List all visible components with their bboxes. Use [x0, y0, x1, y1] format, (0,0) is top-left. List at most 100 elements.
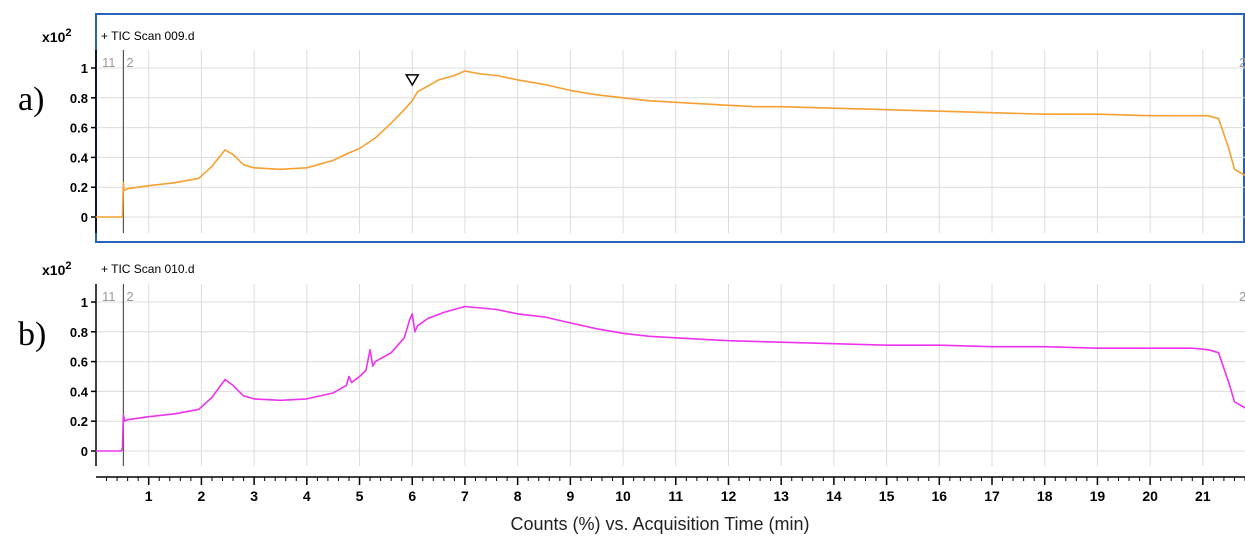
panel-b-scale-label: x102	[42, 260, 71, 278]
data-point	[833, 107, 835, 109]
marker-label-left: 11	[102, 55, 116, 70]
data-point	[480, 307, 482, 309]
panel-a[interactable]: x102 + TIC Scan 009.d a) 0 0.2 0.4 0.6 0.8 1 1…	[18, 13, 1245, 243]
data-point	[1191, 347, 1193, 349]
data-point	[121, 216, 123, 218]
data-point	[137, 417, 139, 419]
panel-b-trace-title: + TIC Scan 010.d	[101, 262, 195, 276]
data-point	[991, 112, 993, 114]
x-tick-label: 14	[826, 488, 842, 504]
series-line	[96, 70, 1245, 218]
data-point	[409, 319, 411, 321]
data-point	[938, 110, 940, 112]
data-point	[1218, 118, 1220, 120]
data-point	[414, 331, 416, 333]
data-point	[211, 165, 213, 167]
data-point	[345, 384, 347, 387]
data-point	[701, 103, 703, 105]
data-point	[1191, 115, 1193, 117]
y-tick-label: 0.2	[70, 414, 88, 429]
data-point	[224, 149, 226, 151]
y-tick-label: 0.4	[70, 150, 89, 165]
panel-b[interactable]: x102 + TIC Scan 010.d b) 0 0.2 0.4 0.6 0.8 1 1…	[18, 260, 1245, 466]
y-tick-label: 0.6	[70, 121, 88, 136]
data-point	[701, 338, 703, 340]
y-tick-label: 0.2	[70, 180, 88, 195]
data-point	[332, 159, 334, 161]
x-tick-label: 15	[879, 488, 895, 504]
y-tick-label: 0.8	[70, 91, 88, 106]
data-point	[348, 375, 350, 378]
data-point	[372, 365, 374, 367]
x-tick-label: 21	[1195, 488, 1211, 504]
data-point	[727, 340, 730, 342]
data-point	[1149, 115, 1151, 117]
data-point	[1149, 347, 1151, 349]
data-point	[198, 177, 200, 179]
data-point	[137, 186, 139, 188]
data-point	[517, 79, 519, 81]
x-tick-label: 7	[461, 488, 469, 504]
data-point	[1239, 404, 1241, 406]
data-point	[833, 343, 835, 345]
data-point	[517, 313, 519, 315]
data-point	[127, 188, 129, 190]
data-point	[675, 101, 677, 103]
data-point	[622, 97, 624, 99]
data-point	[495, 308, 498, 311]
data-point	[224, 378, 226, 381]
x-tick-label: 20	[1142, 488, 1158, 504]
data-point	[1228, 149, 1230, 151]
data-point	[390, 352, 392, 354]
marker-label-left: 11	[102, 289, 116, 304]
data-point	[1233, 168, 1236, 170]
data-point	[148, 185, 150, 187]
data-point	[253, 398, 255, 400]
y-tick-label: 0.6	[70, 355, 88, 370]
series-line	[96, 305, 1245, 452]
data-point	[242, 164, 245, 166]
data-point	[411, 100, 413, 102]
data-point	[348, 152, 350, 154]
panel-a-trace-title: + TIC Scan 009.d	[101, 29, 195, 43]
data-point	[232, 384, 234, 387]
data-point	[780, 106, 782, 108]
x-tick-label: 12	[721, 488, 737, 504]
y-tick-label: 0.4	[70, 384, 89, 399]
data-point	[374, 361, 376, 363]
data-point	[306, 398, 308, 400]
data-point	[453, 74, 456, 77]
data-point	[127, 419, 129, 421]
data-point	[95, 216, 97, 218]
peak-marker-icon[interactable]	[404, 74, 420, 87]
data-point	[754, 106, 756, 108]
data-point	[464, 305, 466, 308]
data-point	[242, 395, 245, 397]
data-point	[365, 369, 367, 372]
data-point	[416, 91, 419, 93]
data-point	[279, 399, 282, 401]
marker-label-edge: 2	[1239, 289, 1245, 304]
data-point	[332, 392, 334, 394]
data-point	[1207, 115, 1209, 117]
data-point	[124, 420, 126, 422]
data-point	[727, 104, 730, 106]
data-point	[279, 168, 282, 170]
data-point	[416, 325, 419, 327]
x-tick-label: 2	[198, 488, 206, 504]
x-tick-label: 13	[773, 488, 789, 504]
x-axis: 1 2 3 4 5 6 7 8 9 10 11 12 13 14 15 16 17 18 19 20 21	[96, 476, 1245, 504]
y-tick-label: 0.8	[70, 325, 88, 340]
data-point	[123, 189, 125, 191]
x-tick-label: 5	[356, 488, 364, 504]
data-point	[1239, 171, 1241, 173]
data-point	[1044, 346, 1046, 348]
x-tick-label: 4	[303, 488, 311, 504]
x-tick-label: 18	[1037, 488, 1053, 504]
data-point	[569, 89, 571, 91]
panel-a-plot: 00.20.40.60.81 11 2 2	[70, 50, 1245, 233]
data-point	[1096, 113, 1099, 115]
data-point	[938, 344, 940, 346]
data-point	[543, 83, 545, 85]
